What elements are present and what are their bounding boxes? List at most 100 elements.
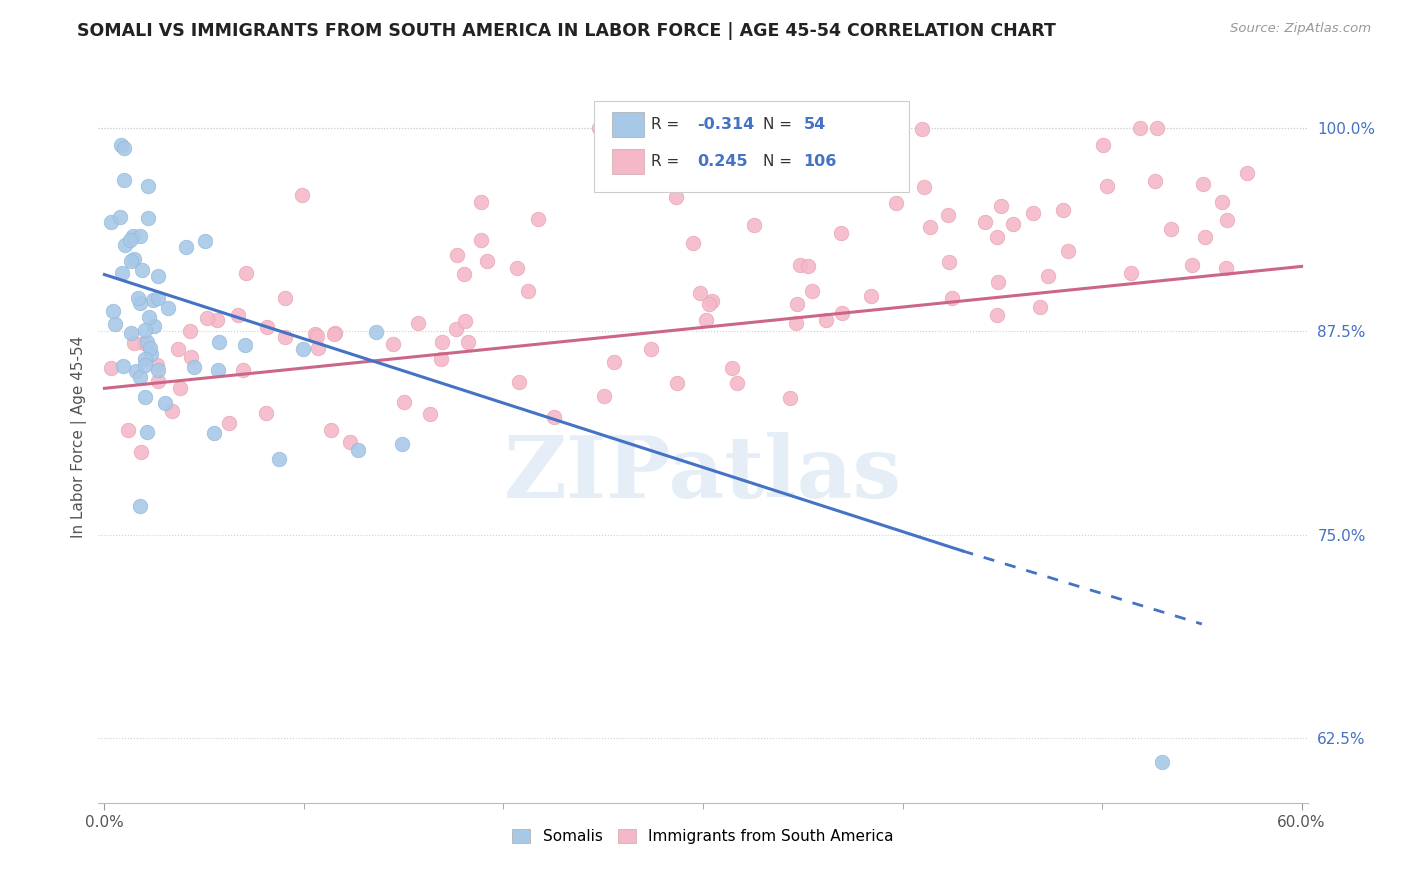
Point [941,291,963,305]
Point [120,254,142,268]
Point [146,374,169,388]
Point [274,291,297,305]
Point [169,381,191,395]
Point [1215,261,1237,276]
Point [160,404,183,418]
Point [1029,300,1052,314]
Point [129,229,152,244]
Point [508,375,530,389]
Point [136,211,159,225]
Point [145,358,167,372]
Point [233,337,256,351]
Point [291,342,314,356]
Point [179,324,201,338]
Point [830,226,852,240]
Point [304,326,326,341]
Point [120,326,142,340]
Point [218,416,240,430]
Point [408,317,430,331]
Point [640,343,662,357]
Point [136,425,159,439]
Point [134,358,156,372]
Point [517,284,540,298]
Point [180,351,202,365]
Point [446,321,468,335]
Point [139,341,162,355]
Point [111,359,134,374]
Point [477,254,499,268]
Point [699,296,721,310]
Point [986,309,1008,323]
Point [432,334,454,349]
Point [128,370,150,384]
Point [274,329,297,343]
Point [918,220,941,235]
Point [1036,268,1059,283]
Point [1150,756,1173,770]
Point [1211,195,1233,210]
Point [506,260,529,275]
Point [114,238,136,252]
Point [131,263,153,277]
Point [938,255,960,269]
Point [789,258,811,272]
Point [1092,137,1115,152]
Point [138,178,160,193]
Text: 106: 106 [803,153,837,169]
Point [148,269,170,284]
Point [454,314,477,328]
Point [129,445,152,459]
Point [1236,166,1258,180]
Point [110,266,132,280]
Point [112,173,135,187]
Point [470,233,492,247]
Point [588,121,610,136]
Point [148,291,170,305]
Point [986,230,1008,244]
Point [1052,202,1074,217]
Text: N =: N = [763,153,797,169]
Point [129,500,152,514]
Point [527,212,550,227]
Point [987,275,1010,289]
Point [142,318,165,333]
Point [1095,179,1118,194]
Point [202,425,225,440]
Point [307,341,329,355]
Text: N =: N = [763,117,797,132]
Point [134,323,156,337]
Point [453,267,475,281]
Point [269,451,291,466]
Point [1002,217,1025,231]
Point [418,407,440,421]
Point [912,180,935,194]
Text: R =: R = [651,153,685,169]
Point [700,294,723,309]
Point [1056,244,1078,259]
Text: -0.314: -0.314 [697,117,754,132]
Point [167,342,190,356]
Point [990,199,1012,213]
Point [593,389,616,403]
Point [256,319,278,334]
Point [1022,205,1045,219]
Point [1216,213,1239,227]
Point [1143,173,1166,187]
Text: SOMALI VS IMMIGRANTS FROM SOUTH AMERICA IN LABOR FORCE | AGE 45-54 CORRELATION C: SOMALI VS IMMIGRANTS FROM SOUTH AMERICA … [77,22,1056,40]
Point [1129,121,1152,136]
FancyBboxPatch shape [595,101,908,192]
Point [1160,222,1182,236]
Point [801,285,824,299]
Point [936,208,959,222]
Point [195,311,218,326]
Point [786,297,808,311]
Point [228,308,250,322]
Point [112,141,135,155]
Point [117,423,139,437]
Point [543,410,565,425]
Point [381,337,404,351]
Point [392,395,415,409]
Point [323,327,346,342]
Point [1146,121,1168,136]
Point [157,301,180,315]
